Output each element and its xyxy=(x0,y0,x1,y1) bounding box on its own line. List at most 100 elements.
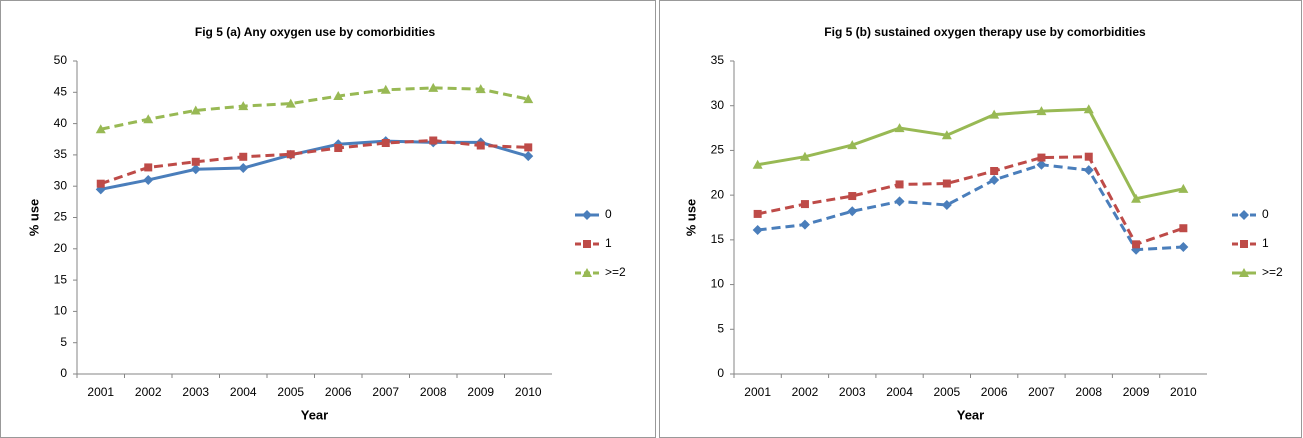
marker xyxy=(380,84,391,94)
marker xyxy=(1239,268,1249,277)
legend-label: 0 xyxy=(605,207,612,221)
marker xyxy=(1239,210,1249,220)
marker xyxy=(190,105,201,115)
marker xyxy=(1132,240,1141,249)
y-tick-label: 25 xyxy=(54,210,68,224)
y-tick-label: 0 xyxy=(60,366,67,380)
marker xyxy=(942,179,951,188)
x-tick-label: 2004 xyxy=(230,385,257,399)
x-tick-label: 2008 xyxy=(420,385,447,399)
marker xyxy=(144,163,153,172)
marker xyxy=(1083,165,1094,176)
marker xyxy=(894,196,905,207)
marker xyxy=(799,151,810,161)
marker xyxy=(381,139,390,148)
x-tick-label: 2010 xyxy=(515,385,542,399)
x-tick-label: 2004 xyxy=(886,385,913,399)
marker xyxy=(429,136,438,145)
marker xyxy=(583,240,591,248)
marker xyxy=(989,174,1000,185)
x-tick-label: 2007 xyxy=(1028,385,1055,399)
marker xyxy=(989,109,1000,119)
y-tick-label: 5 xyxy=(717,321,724,335)
legend-label: 0 xyxy=(1262,207,1269,221)
x-tick-label: 2010 xyxy=(1170,385,1197,399)
marker xyxy=(800,200,809,209)
marker xyxy=(582,210,592,220)
marker xyxy=(582,268,592,277)
marker xyxy=(847,206,858,217)
x-tick-label: 2003 xyxy=(839,385,866,399)
series-line xyxy=(757,163,1184,252)
marker xyxy=(286,150,295,159)
y-tick-label: 45 xyxy=(54,84,68,98)
marker xyxy=(895,180,904,189)
marker xyxy=(1178,242,1189,253)
legend-label: >=2 xyxy=(1262,265,1283,279)
marker xyxy=(238,101,249,111)
legend-label: >=2 xyxy=(605,265,626,279)
marker xyxy=(894,123,905,133)
marker xyxy=(941,199,952,210)
y-tick-label: 20 xyxy=(711,187,725,201)
y-tick-label: 30 xyxy=(711,98,725,112)
marker xyxy=(238,163,249,174)
marker xyxy=(847,140,858,150)
marker xyxy=(285,98,296,108)
marker xyxy=(523,94,534,104)
marker xyxy=(1179,224,1188,233)
y-tick-label: 10 xyxy=(711,277,725,291)
marker xyxy=(1083,104,1094,114)
series-line xyxy=(757,155,1184,247)
y-tick-label: 15 xyxy=(54,272,68,286)
marker xyxy=(941,130,952,140)
marker xyxy=(143,114,154,124)
chart-title: Fig 5 (b) sustained oxygen therapy use b… xyxy=(824,25,1146,39)
marker xyxy=(752,159,763,169)
marker xyxy=(1178,183,1189,193)
y-axis-label: % use xyxy=(683,199,698,237)
y-tick-label: 5 xyxy=(60,335,67,349)
marker xyxy=(524,143,533,152)
marker xyxy=(753,209,762,218)
y-tick-label: 30 xyxy=(54,178,68,192)
marker xyxy=(428,82,439,92)
x-tick-label: 2005 xyxy=(277,385,304,399)
marker xyxy=(1036,159,1047,170)
x-tick-label: 2001 xyxy=(744,385,771,399)
marker xyxy=(334,144,343,153)
marker xyxy=(333,91,344,101)
marker xyxy=(239,152,248,161)
y-tick-label: 35 xyxy=(54,147,68,161)
x-axis-label: Year xyxy=(957,407,984,422)
marker xyxy=(752,225,763,236)
marker xyxy=(990,166,999,175)
marker xyxy=(1036,106,1047,116)
marker xyxy=(1084,152,1093,161)
x-tick-label: 2002 xyxy=(792,385,819,399)
series-line xyxy=(100,86,529,131)
y-tick-label: 40 xyxy=(54,116,68,130)
y-tick-label: 0 xyxy=(717,366,724,380)
y-tick-label: 10 xyxy=(54,304,68,318)
y-tick-label: 15 xyxy=(711,232,725,246)
marker xyxy=(1240,240,1248,248)
x-tick-label: 2005 xyxy=(933,385,960,399)
marker xyxy=(95,124,106,134)
y-tick-label: 35 xyxy=(711,53,725,67)
legend-label: 1 xyxy=(1262,236,1269,250)
y-tick-label: 25 xyxy=(711,143,725,157)
series-line xyxy=(100,139,529,191)
marker xyxy=(191,157,200,166)
x-tick-label: 2009 xyxy=(467,385,494,399)
x-axis-label: Year xyxy=(301,407,328,422)
y-tick-label: 50 xyxy=(54,53,68,67)
x-tick-label: 2006 xyxy=(325,385,352,399)
marker xyxy=(1037,153,1046,162)
x-tick-label: 2006 xyxy=(981,385,1008,399)
x-tick-label: 2008 xyxy=(1075,385,1102,399)
y-tick-label: 20 xyxy=(54,241,68,255)
marker xyxy=(799,219,810,230)
x-tick-label: 2001 xyxy=(87,385,114,399)
